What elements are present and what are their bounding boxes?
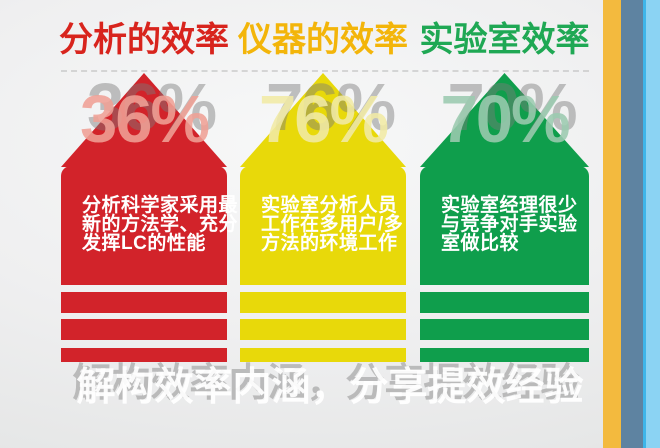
arrow-body: 实验室分析人员 工作在多用户/多 方法的环境工作 [240, 166, 406, 285]
arrow-body-text-line: 分析科学家采用最 [82, 195, 239, 216]
percentage-text: 36% [79, 82, 210, 157]
arrow-tail-bar [240, 348, 406, 362]
heading-instrument-efficiency: 仪器的效率 [238, 21, 408, 59]
arrow-body-text-line: 室做比较 [441, 233, 520, 254]
percentage-text: 70% [440, 82, 570, 157]
heading-laboratory-efficiency: 实验室效率 [419, 21, 590, 59]
arrow-tail-bar [420, 319, 589, 340]
arrow-body-text-line: 实验室分析人员 [261, 195, 398, 216]
arrow-body-text-line: 实验室经理很少 [441, 195, 578, 216]
percentage-value: 76% 76% [240, 74, 406, 153]
heading-analysis-efficiency: 分析的效率 [59, 21, 229, 59]
percentage-shadow-text: 70% [447, 70, 577, 145]
arrow-body-text-line: 发挥LC的性能 [82, 233, 206, 254]
arrow-tail-bar [420, 348, 589, 362]
percentage-text: 76% [258, 82, 389, 157]
stripe-light-blue [643, 0, 660, 448]
stripe-slate-blue [621, 0, 643, 448]
arrow-pictogram-laboratory: 实验室经理很少 与竞争对手实验 室做比较 [420, 73, 589, 362]
column-instrument-efficiency: 仪器的效率 实验室分析人员 工作在多用户/多 方法的环境工作 76% 76% [238, 0, 408, 448]
column-analysis-efficiency: 分析的效率 分析科学家采用最 新的方法学、充分 发挥LC的性能 36% 36% [59, 0, 239, 448]
arrow-body: 实验室经理很少 与竞争对手实验 室做比较 [420, 166, 589, 285]
arrow-tail-bar [61, 348, 227, 362]
footer-caption-shadow-text: 解构效率内涵，分享提效经验 [72, 362, 580, 405]
percentage-value: 36% 36% [61, 74, 227, 153]
arrow-pictogram-instrument: 实验室分析人员 工作在多用户/多 方法的环境工作 [240, 73, 406, 362]
arrow-tail-bar [240, 292, 406, 313]
arrow-tail-bar [61, 319, 227, 340]
footer-caption: 解构效率内涵，分享提效经验 解构效率内涵，分享提效经验 [0, 362, 660, 411]
footer-caption-text: 解构效率内涵，分享提效经验 [76, 366, 584, 409]
percentage-shadow-text: 36% [86, 70, 217, 145]
header-divider-dashed-line [61, 70, 589, 72]
arrow-body-text-line: 方法的环境工作 [261, 233, 398, 254]
column-laboratory-efficiency: 实验室效率 实验室经理很少 与竞争对手实验 室做比较 70% 70% [419, 0, 590, 448]
arrow-body-text-line: 工作在多用户/多 [261, 214, 404, 235]
arrow-tail-bar [61, 292, 227, 313]
arrow-tail-bar [240, 319, 406, 340]
arrow-body: 分析科学家采用最 新的方法学、充分 发挥LC的性能 [61, 166, 239, 285]
arrow-body-text-line: 新的方法学、充分 [82, 214, 239, 235]
arrow-pictogram-analysis: 分析科学家采用最 新的方法学、充分 发挥LC的性能 [61, 73, 239, 362]
percentage-shadow-text: 76% [265, 70, 396, 145]
arrow-tail-bar [420, 292, 589, 313]
arrow-body-text-line: 与竞争对手实验 [441, 214, 578, 235]
stripe-orange [603, 0, 621, 448]
percentage-value: 70% 70% [420, 74, 589, 153]
